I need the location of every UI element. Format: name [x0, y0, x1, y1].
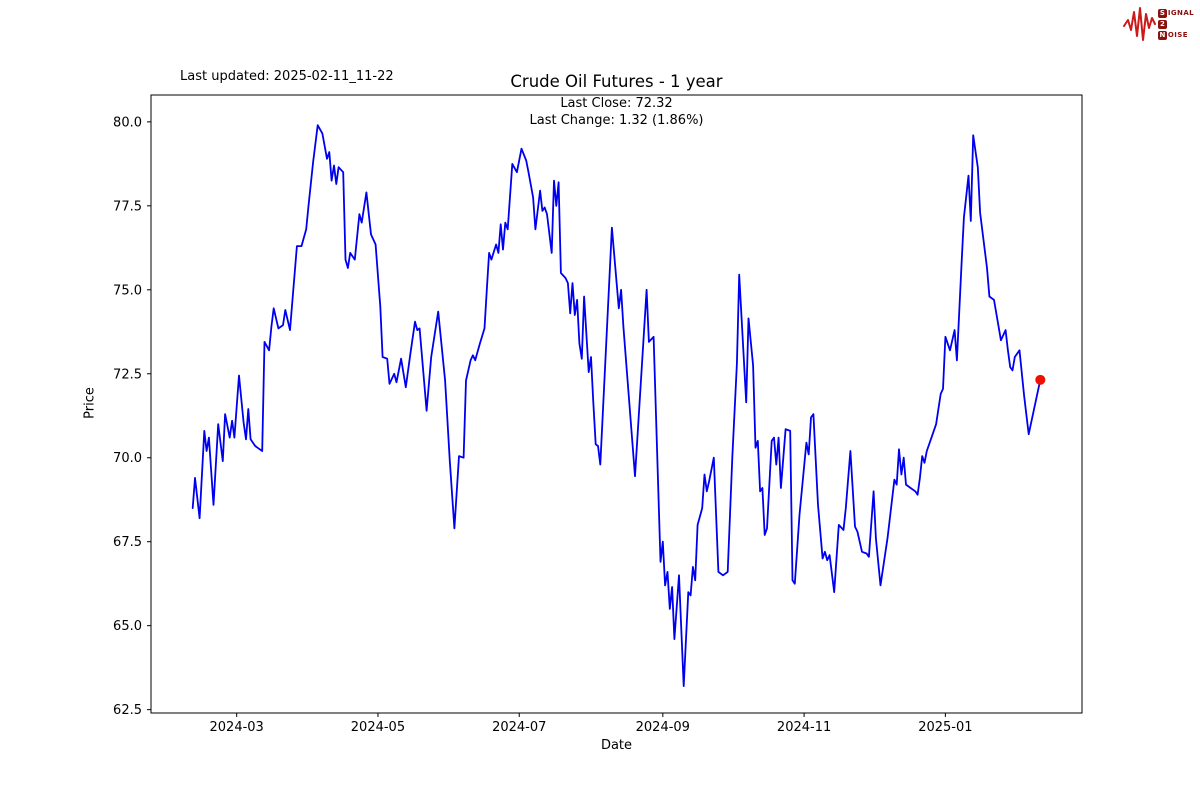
y-tick-label: 72.5: [113, 367, 142, 382]
heartbeat-waveform-icon: [1122, 7, 1156, 41]
logo-rest-oise: OISE: [1167, 30, 1188, 39]
x-tick-label: 2024-11: [777, 720, 831, 735]
x-axis-label: Date: [600, 738, 633, 753]
last-close-annotation: Last Close: 72.32: [560, 96, 673, 111]
y-tick-label: 77.5: [113, 199, 142, 214]
y-tick-label: 62.5: [113, 703, 142, 718]
y-tick-label: 67.5: [113, 535, 142, 550]
logo-rest-ignal: IGNAL: [1167, 8, 1194, 17]
x-tick-label: 2024-03: [210, 720, 264, 735]
y-axis-label: Price: [82, 387, 98, 419]
price-line: [191, 124, 1042, 687]
y-tick-label: 70.0: [113, 451, 142, 466]
y-tick-label: 80.0: [113, 115, 142, 130]
logo-letter-n: N: [1157, 30, 1167, 40]
logo-row-signal: S IGNAL: [1157, 8, 1194, 18]
x-tick-label: 2024-07: [492, 720, 546, 735]
logo-text: S IGNAL 2 N OISE: [1157, 8, 1194, 40]
x-tick-label: 2024-09: [636, 720, 690, 735]
logo-letter-s: S: [1157, 8, 1167, 18]
last-close-marker: [1035, 374, 1046, 385]
last-updated-text: Last updated: 2025-02-11_11-22: [180, 69, 394, 84]
last-change-annotation: Last Change: 1.32 (1.86%): [529, 113, 704, 128]
y-tick-label: 65.0: [113, 619, 142, 634]
logo-row-2: 2: [1157, 19, 1194, 29]
x-tick-label: 2024-05: [351, 720, 405, 735]
y-tick-label: 75.0: [113, 283, 142, 298]
signal2noise-logo: S IGNAL 2 N OISE: [1122, 4, 1194, 44]
logo-letter-2: 2: [1157, 19, 1167, 29]
axes-frame: [150, 94, 1083, 714]
x-tick-label: 2025-01: [918, 720, 972, 735]
chart-title: Crude Oil Futures - 1 year: [510, 72, 723, 91]
logo-row-noise: N OISE: [1157, 30, 1194, 40]
